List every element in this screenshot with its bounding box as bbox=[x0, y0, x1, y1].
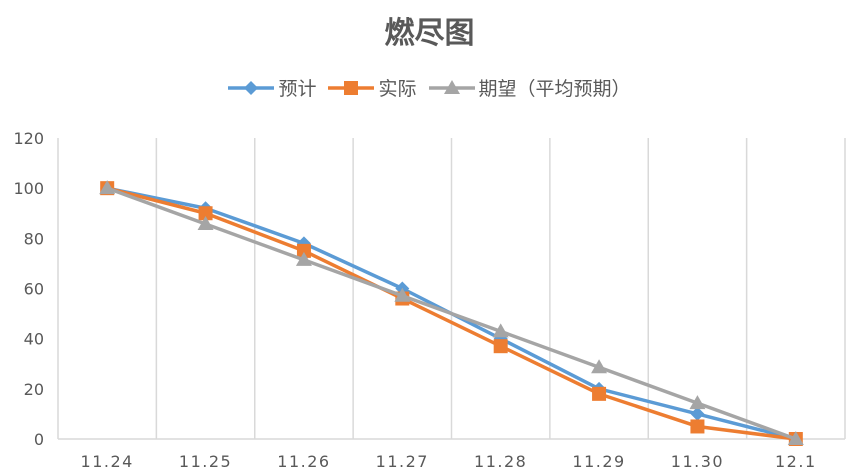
data-point bbox=[591, 359, 608, 374]
data-point bbox=[690, 419, 705, 434]
x-tick-label: 11.29 bbox=[572, 452, 625, 471]
legend-item: 实际 bbox=[328, 74, 417, 101]
legend-swatch bbox=[228, 80, 275, 95]
data-point bbox=[787, 431, 804, 445]
data-point bbox=[690, 406, 705, 421]
y-tick-label: 120 bbox=[13, 129, 44, 148]
legend: 预计 实际 期望（平均预期） bbox=[0, 74, 859, 101]
legend-item: 期望（平均预期） bbox=[428, 74, 631, 101]
y-tick-label: 20 bbox=[24, 380, 44, 399]
legend-item: 预计 bbox=[228, 74, 316, 101]
x-tick-label: 11.28 bbox=[474, 452, 527, 471]
y-tick-label: 80 bbox=[24, 229, 44, 248]
x-tick-label: 12.1 bbox=[775, 452, 817, 471]
data-point bbox=[493, 339, 508, 354]
legend-label: 预计 bbox=[278, 78, 317, 100]
x-tick-label: 11.24 bbox=[81, 452, 134, 471]
data-point bbox=[99, 180, 116, 195]
legend-swatch bbox=[428, 79, 475, 94]
x-tick-label: 11.27 bbox=[376, 452, 429, 471]
data-point bbox=[295, 251, 312, 266]
data-point bbox=[197, 216, 214, 231]
data-point bbox=[394, 287, 411, 302]
x-tick-label: 11.26 bbox=[277, 452, 330, 471]
y-tick-label: 40 bbox=[24, 330, 44, 349]
y-tick-label: 60 bbox=[24, 280, 44, 299]
data-point bbox=[492, 323, 509, 338]
data-point bbox=[689, 395, 706, 410]
y-tick-label: 0 bbox=[34, 430, 44, 449]
series-line-1 bbox=[106, 186, 797, 441]
legend-label: 期望（平均预期） bbox=[478, 78, 631, 100]
data-point bbox=[198, 206, 213, 221]
data-point bbox=[592, 386, 607, 401]
data-point bbox=[296, 243, 311, 258]
legend-swatch bbox=[328, 80, 375, 95]
x-tick-label: 11.30 bbox=[671, 452, 724, 471]
series-line-2 bbox=[106, 186, 797, 441]
chart-title: 燃尽图 bbox=[384, 16, 475, 51]
legend-label: 实际 bbox=[378, 78, 417, 100]
y-tick-label: 100 bbox=[13, 179, 44, 198]
x-tick-label: 11.25 bbox=[179, 452, 232, 471]
